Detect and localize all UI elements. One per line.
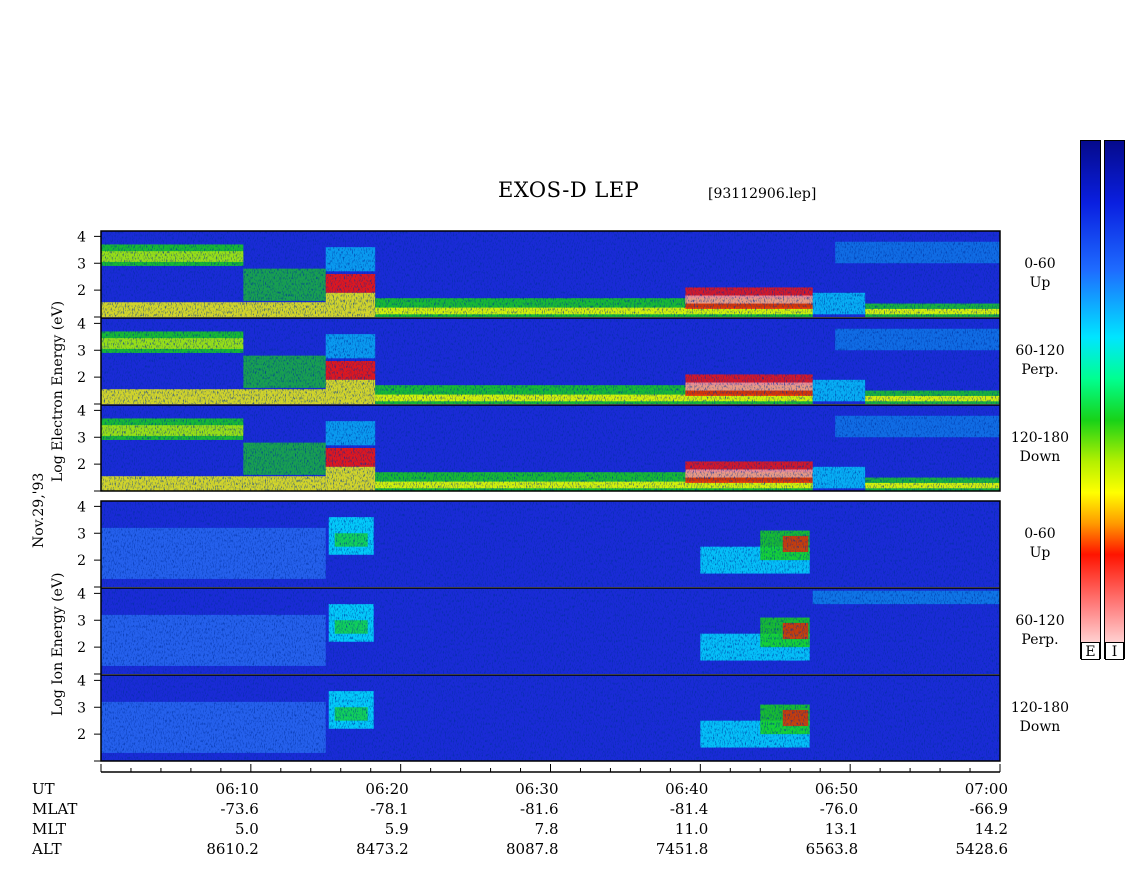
- noise-texture: [101, 501, 1000, 587]
- pitch-direction: Perp.: [1021, 362, 1059, 378]
- panel-label-2: 60-120 Perp.: [1010, 342, 1070, 380]
- ut-value: 06:30: [515, 780, 559, 798]
- y-tick-label: 4: [77, 586, 86, 602]
- mlat-row-label: MLAT: [32, 800, 78, 818]
- ion-colorbar: [1104, 140, 1125, 659]
- pitch-direction: Down: [1019, 449, 1061, 465]
- y-tick-label: 4: [77, 499, 86, 515]
- mlt-value: 14.2: [974, 820, 1008, 838]
- noise-texture: [101, 231, 1000, 317]
- y-tick-label: 3: [77, 613, 86, 629]
- ion-frame: [100, 500, 1001, 762]
- alt-value: 6563.8: [805, 840, 859, 858]
- mlat-value: -66.9: [969, 800, 1008, 818]
- mlt-value: 13.1: [824, 820, 859, 838]
- pitch-direction: Perp.: [1021, 632, 1059, 648]
- pitch-angle-range: 120-180: [1010, 700, 1070, 716]
- pitch-angle-range: 0-60: [1024, 526, 1056, 542]
- y-tick-label: 4: [77, 403, 86, 419]
- alt-value: 8473.2: [356, 840, 409, 858]
- noise-texture: [101, 318, 1000, 404]
- electron-colorbar: [1080, 140, 1101, 659]
- ut-value: 06:20: [365, 780, 409, 798]
- ut-value: 06:40: [665, 780, 709, 798]
- panel-label-6: 120-180 Down: [1010, 699, 1070, 737]
- spectrogram-panel-3: [101, 405, 1000, 491]
- pitch-direction: Up: [1029, 545, 1051, 561]
- y-tick-label: 2: [77, 640, 86, 656]
- pitch-direction: Down: [1019, 719, 1061, 735]
- panel-label-1: 0-60 Up: [1010, 255, 1070, 293]
- electron-colorbar-label: E: [1081, 642, 1100, 660]
- mlt-value: 5.9: [384, 820, 409, 838]
- alt-value: 5428.6: [955, 840, 1009, 858]
- file-name: [93112906.lep]: [708, 186, 817, 202]
- mlt-value: 7.8: [534, 820, 559, 838]
- ut-value: 07:00: [964, 780, 1008, 798]
- ut-value: 06:10: [215, 780, 259, 798]
- alt-value: 8610.2: [206, 840, 259, 858]
- pitch-direction: Up: [1029, 275, 1051, 291]
- spectrogram-panel-2: [101, 318, 1000, 404]
- spectrogram-panel-4: [101, 501, 1000, 587]
- mlt-row-label: MLT: [32, 820, 67, 838]
- spectrogram-panel-5: [101, 588, 1000, 674]
- y-tick-label: 3: [77, 430, 86, 446]
- pitch-angle-range: 120-180: [1010, 430, 1070, 446]
- y-tick-label: 3: [77, 256, 86, 272]
- panel-label-4: 0-60 Up: [1010, 525, 1070, 563]
- alt-value: 7451.8: [655, 840, 709, 858]
- alt-value: 8087.8: [506, 840, 559, 858]
- ut-value: 06:50: [814, 780, 859, 798]
- y-tick-label: 4: [77, 229, 86, 245]
- ut-row-label: UT: [32, 780, 55, 798]
- alt-row-label: ALT: [32, 840, 62, 858]
- mlt-value: 11.0: [674, 820, 709, 838]
- y-tick-label: 4: [77, 673, 86, 689]
- y-tick-label: 2: [77, 553, 86, 569]
- mlt-value: 5.0: [234, 820, 259, 838]
- noise-texture: [101, 405, 1000, 491]
- y-tick-label: 4: [77, 316, 86, 332]
- y-tick-label: 2: [77, 457, 86, 473]
- pitch-angle-range: 0-60: [1024, 256, 1056, 272]
- chart-title: EXOS-D LEP: [498, 178, 640, 202]
- mlat-value: -78.1: [370, 800, 409, 818]
- y-tick-label: 3: [77, 526, 86, 542]
- y-tick-label: 3: [77, 343, 86, 359]
- spectrogram-panel-6: [101, 675, 1000, 761]
- spectrogram-panel-1: [101, 231, 1000, 317]
- y-tick-label: 2: [77, 727, 86, 743]
- pitch-angle-range: 60-120: [1015, 343, 1065, 359]
- y-tick-label: 2: [77, 370, 86, 386]
- y-tick-label: 2: [77, 283, 86, 299]
- noise-texture: [101, 675, 1000, 761]
- electron-frame: [100, 230, 1001, 492]
- mlat-value: -73.6: [220, 800, 259, 818]
- mlat-value: -81.4: [669, 800, 709, 818]
- mlat-value: -81.6: [520, 800, 559, 818]
- panel-label-3: 120-180 Down: [1010, 429, 1070, 467]
- ion-colorbar-label: I: [1105, 642, 1124, 660]
- mlat-value: -76.0: [819, 800, 859, 818]
- panel-label-5: 60-120 Perp.: [1010, 612, 1070, 650]
- noise-texture: [101, 588, 1000, 674]
- y-tick-label: 3: [77, 700, 86, 716]
- pitch-angle-range: 60-120: [1015, 613, 1065, 629]
